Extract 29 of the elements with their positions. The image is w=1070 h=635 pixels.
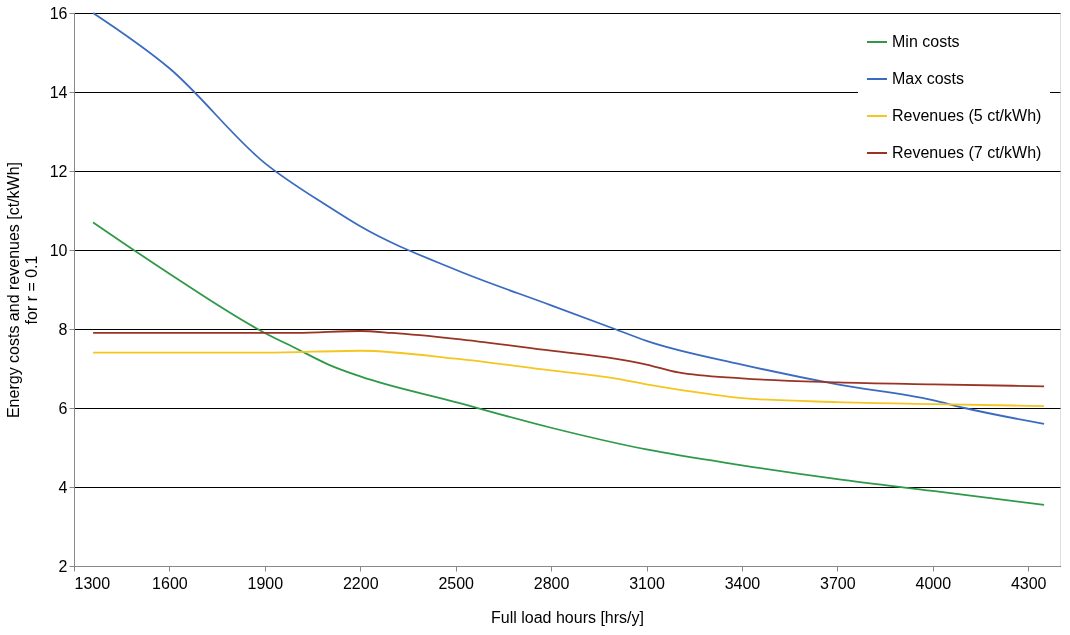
y-tick-label: 16 [49, 4, 68, 22]
y-tick-label: 10 [49, 241, 68, 259]
y-tick-label: 2 [58, 557, 68, 575]
x-tick-label: 4300 [1010, 574, 1047, 592]
y-tick-label: 8 [58, 320, 68, 338]
x-tick-label: 3100 [629, 574, 665, 592]
x-tick-label: 2500 [438, 574, 475, 592]
x-tick-label: 3400 [724, 574, 761, 592]
y-tick-label: 4 [58, 478, 68, 496]
y-axis-title: Energy costs and revenues [ct/kWh] for r = 0.1 [4, 161, 40, 419]
x-tick-label: 2200 [342, 574, 379, 592]
x-tick-label: 3700 [820, 574, 856, 592]
legend-label: Min costs [892, 33, 960, 50]
line-series [92, 349, 1045, 407]
x-axis-title: Full load hours [hrs/y] [491, 608, 644, 626]
line-series [92, 330, 1045, 388]
x-tick-label: 2800 [533, 574, 570, 592]
legend-label: Revenues (7 ct/kWh) [892, 144, 1042, 161]
line-series [92, 12, 1045, 425]
legend-label: Max costs [892, 70, 965, 87]
x-tick-label: 1600 [152, 574, 188, 592]
legend-label: Revenues (5 ct/kWh) [892, 107, 1042, 124]
line-series [92, 221, 1045, 506]
x-tick-label: 1900 [247, 574, 284, 592]
x-tick-label: 4000 [915, 574, 952, 592]
y-tick-label: 14 [49, 83, 68, 101]
y-tick-label: 6 [58, 399, 68, 417]
x-tick-label: 1300 [74, 574, 111, 592]
y-tick-label: 12 [49, 162, 68, 180]
